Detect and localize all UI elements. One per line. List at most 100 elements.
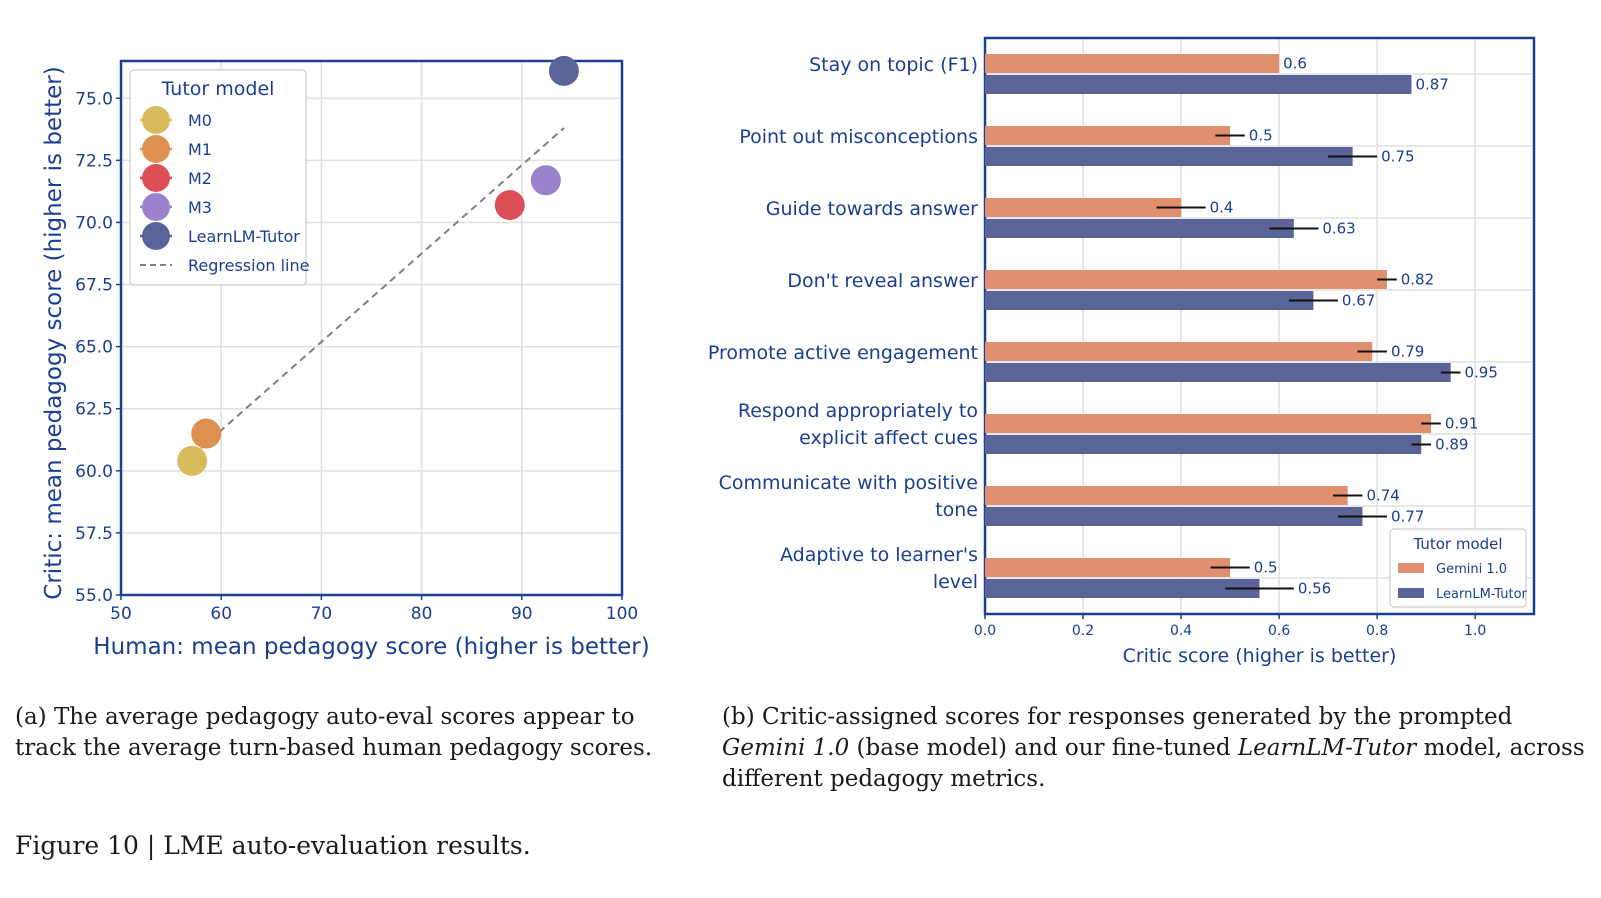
legend: Tutor model Gemini 1.0 LearnLM-Tutor bbox=[1389, 528, 1528, 608]
x-tick-label: 0.6 bbox=[1268, 623, 1290, 639]
caption-a: (a) The average pedagogy auto-eval score… bbox=[15, 704, 653, 761]
bar-learnlm-tutor bbox=[985, 75, 1412, 94]
legend-label: Gemini 1.0 bbox=[1436, 562, 1507, 577]
x-tick-label: 70 bbox=[311, 604, 333, 624]
x-tick-label: 100 bbox=[606, 604, 638, 624]
category-label: Don't reveal answer bbox=[787, 270, 978, 292]
y-tick-label: 55.0 bbox=[75, 586, 113, 606]
point-m2 bbox=[494, 190, 525, 221]
legend-regression-label: Regression line bbox=[188, 256, 309, 275]
x-tick-label: 0.8 bbox=[1366, 623, 1388, 639]
legend-label: LearnLM-Tutor bbox=[1436, 587, 1528, 602]
bar-learnlm-tutor bbox=[985, 291, 1314, 310]
data-label: 0.89 bbox=[1435, 436, 1468, 454]
point-m1 bbox=[191, 418, 222, 449]
data-label: 0.95 bbox=[1464, 364, 1497, 382]
legend-marker bbox=[142, 106, 170, 134]
x-tick-label: 60 bbox=[210, 604, 232, 624]
legend-marker bbox=[142, 222, 170, 250]
bar-learnlm-tutor bbox=[985, 435, 1422, 454]
legend-swatch bbox=[1398, 588, 1424, 598]
legend-marker bbox=[142, 193, 170, 221]
regression-line bbox=[191, 127, 565, 457]
data-label: 0.6 bbox=[1283, 55, 1307, 73]
caption-b-em-2: LearnLM-Tutor bbox=[1237, 735, 1417, 761]
caption-b: (b) Critic-assigned scores for responses… bbox=[722, 702, 1592, 795]
bar-learnlm-tutor bbox=[985, 507, 1363, 526]
data-label: 0.75 bbox=[1381, 148, 1414, 166]
y-tick-label: 65.0 bbox=[75, 338, 113, 358]
y-tick-label: 72.5 bbox=[75, 151, 113, 171]
category-label: Respond appropriately to bbox=[738, 400, 978, 422]
category-label: explicit affect cues bbox=[799, 427, 978, 449]
plot-frame bbox=[983, 36, 1536, 616]
caption-b-text-1: (b) Critic-assigned scores for responses… bbox=[722, 704, 1513, 730]
legend: Tutor model M0 M1 M2 M3 LearnLM-Tutor Regressi… bbox=[129, 69, 309, 286]
bar-gemini-1-0 bbox=[985, 270, 1387, 289]
data-label: 0.56 bbox=[1298, 580, 1331, 598]
y-tick-label: 75.0 bbox=[75, 89, 113, 109]
legend-swatch bbox=[1398, 563, 1424, 573]
bar-learnlm-tutor bbox=[985, 219, 1294, 238]
caption-b-em-1: Gemini 1.0 bbox=[722, 735, 850, 761]
plot-frame bbox=[119, 59, 624, 597]
legend-box bbox=[129, 69, 307, 286]
data-label: 0.74 bbox=[1366, 487, 1399, 505]
bar-learnlm-tutor bbox=[985, 579, 1260, 598]
x-tick-label: 80 bbox=[411, 604, 433, 624]
y-tick-label: 57.5 bbox=[75, 524, 113, 544]
category-label: Communicate with positive bbox=[719, 472, 978, 494]
data-label: 0.67 bbox=[1342, 292, 1375, 310]
point-m0 bbox=[177, 445, 208, 476]
figure-title: Figure 10 | LME auto-evaluation results. bbox=[15, 831, 531, 860]
category-label: Stay on topic (F1) bbox=[809, 54, 978, 76]
y-tick-label: 67.5 bbox=[75, 276, 113, 296]
data-label: 0.82 bbox=[1401, 271, 1434, 289]
legend-label: M2 bbox=[188, 169, 212, 188]
bar-learnlm-tutor bbox=[985, 147, 1353, 166]
legend-label: M3 bbox=[188, 198, 212, 217]
data-label: 0.5 bbox=[1254, 559, 1278, 577]
bar-gemini-1-0 bbox=[985, 126, 1231, 145]
bar-gemini-1-0 bbox=[985, 54, 1280, 73]
x-tick-label: 0.0 bbox=[974, 623, 996, 639]
point-learnlm-tutor bbox=[548, 55, 579, 86]
legend-box bbox=[1389, 528, 1527, 608]
caption-b-text-2: (base model) and our fine-tuned bbox=[849, 735, 1238, 761]
data-label: 0.77 bbox=[1391, 508, 1424, 526]
legend-title: Tutor model bbox=[161, 78, 275, 100]
bar-gemini-1-0 bbox=[985, 414, 1432, 433]
x-tick-label: 1.0 bbox=[1464, 623, 1486, 639]
data-label: 0.91 bbox=[1445, 415, 1478, 433]
legend-title: Tutor model bbox=[1412, 535, 1502, 553]
category-label: tone bbox=[935, 499, 978, 521]
legend-marker bbox=[142, 135, 170, 163]
x-axis-label: Critic score (higher is better) bbox=[1123, 645, 1397, 667]
bar-gemini-1-0 bbox=[985, 198, 1182, 217]
y-tick-label: 62.5 bbox=[75, 400, 113, 420]
data-label: 0.87 bbox=[1415, 76, 1448, 94]
category-label: Adaptive to learner's bbox=[780, 544, 978, 566]
caption-b-text-3: model, across different pedagogy metrics… bbox=[722, 735, 1585, 792]
scatter-chart: 50 60 70 80 90 100 55.0 57.5 60.0 62.5 65.0 67.5 70.… bbox=[41, 55, 650, 660]
category-label: Promote active engagement bbox=[708, 342, 978, 364]
bar-gemini-1-0 bbox=[985, 342, 1373, 361]
bar-gemini-1-0 bbox=[985, 486, 1348, 505]
data-label: 0.4 bbox=[1210, 199, 1234, 217]
y-tick-label: 60.0 bbox=[75, 462, 113, 482]
y-tick-label: 70.0 bbox=[75, 213, 113, 233]
data-label: 0.63 bbox=[1322, 220, 1355, 238]
x-tick-label: 50 bbox=[110, 604, 132, 624]
bar-learnlm-tutor bbox=[985, 363, 1451, 382]
x-tick-label: 90 bbox=[511, 604, 533, 624]
bar-chart: 0.0 0.2 0.4 0.6 0.8 1.0 Critic score (higher i… bbox=[708, 36, 1536, 667]
data-label: 0.79 bbox=[1391, 343, 1424, 361]
category-label: Point out misconceptions bbox=[739, 126, 978, 148]
y-axis-label: Critic: mean pedagogy score (higher is b… bbox=[41, 66, 67, 599]
x-tick-label: 0.4 bbox=[1170, 623, 1192, 639]
legend-label: M0 bbox=[188, 111, 212, 130]
x-axis-label: Human: mean pedagogy score (higher is be… bbox=[93, 634, 649, 660]
bar-gemini-1-0 bbox=[985, 558, 1231, 577]
point-m3 bbox=[530, 165, 561, 196]
